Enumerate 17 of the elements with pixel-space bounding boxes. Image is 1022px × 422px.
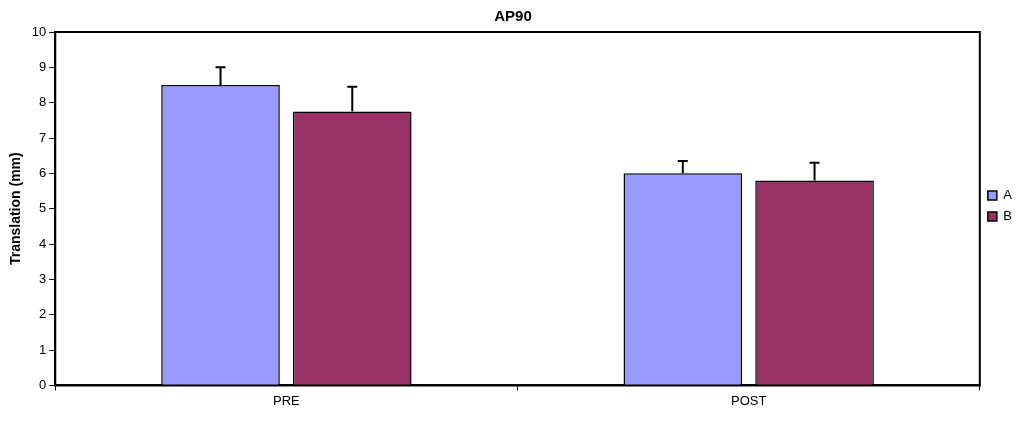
- legend-label: B: [1003, 208, 1012, 224]
- y-tick-label: 6: [39, 164, 47, 180]
- y-tick-label: 9: [39, 58, 47, 74]
- y-tick-label: 2: [39, 306, 47, 322]
- chart-title: AP90: [494, 7, 532, 25]
- y-tick-label: 5: [39, 200, 47, 216]
- x-tick-label: PRE: [273, 392, 301, 408]
- x-tick-label: POST: [730, 392, 767, 408]
- y-tick-label: 0: [39, 376, 47, 392]
- y-tick-label: 1: [39, 341, 47, 357]
- y-tick-label: 10: [31, 23, 47, 39]
- y-axis-title: Translation (mm): [7, 152, 24, 266]
- legend-label: A: [1003, 187, 1013, 203]
- y-tick-label: 3: [39, 270, 47, 286]
- y-tick-label: 8: [39, 94, 47, 110]
- y-tick-label: 4: [39, 235, 47, 251]
- y-tick-label: 7: [39, 129, 47, 145]
